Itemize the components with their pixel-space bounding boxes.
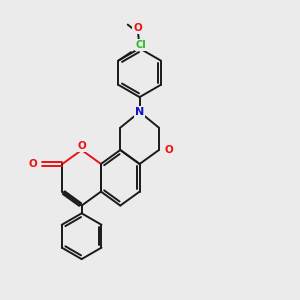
Text: O: O	[164, 145, 173, 155]
Text: Cl: Cl	[135, 40, 146, 50]
Text: O: O	[28, 159, 37, 169]
Text: O: O	[78, 141, 87, 152]
Text: N: N	[135, 107, 144, 117]
Text: O: O	[133, 23, 142, 33]
